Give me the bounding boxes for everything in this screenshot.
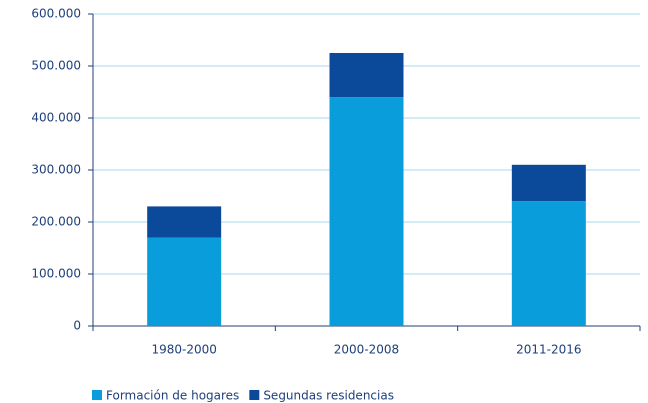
legend-label: Segundas residencias	[263, 389, 394, 403]
x-tick-label: 2000-2008	[334, 343, 399, 357]
bar-segment	[511, 164, 586, 202]
y-tick-label: 200.000	[31, 215, 81, 229]
legend-label: Formación de hogares	[106, 389, 239, 403]
x-tick-label: 1980-2000	[151, 343, 216, 357]
y-tick-label: 0	[73, 319, 81, 333]
x-tick-label: 2011-2016	[516, 343, 581, 357]
bar-segment	[329, 53, 404, 98]
bar-segment	[147, 206, 222, 238]
y-tick-label: 400.000	[31, 111, 81, 125]
legend-swatch	[249, 390, 260, 400]
bar-segment	[511, 201, 586, 326]
y-tick-label: 100.000	[31, 267, 81, 281]
bar-segment	[329, 97, 404, 326]
y-tick-label: 500.000	[31, 59, 81, 73]
legend-swatch	[92, 390, 102, 400]
bar-segment	[147, 237, 222, 326]
y-tick-label: 300.000	[31, 163, 81, 177]
y-tick-label: 600.000	[31, 7, 81, 21]
